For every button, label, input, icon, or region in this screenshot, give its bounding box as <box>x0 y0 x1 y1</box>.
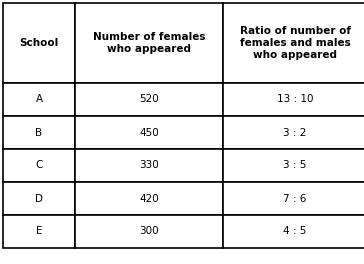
Text: 7 : 6: 7 : 6 <box>283 194 307 204</box>
Bar <box>3 3 75 83</box>
Text: E: E <box>36 227 42 237</box>
Text: D: D <box>35 194 43 204</box>
Bar <box>3 83 75 116</box>
Bar <box>75 116 223 149</box>
Text: C: C <box>35 161 43 171</box>
Text: Ratio of number of
females and males
who appeared: Ratio of number of females and males who… <box>240 26 351 60</box>
Bar <box>75 83 223 116</box>
Bar <box>3 149 75 182</box>
Text: A: A <box>35 95 43 105</box>
Bar <box>75 3 223 83</box>
Bar <box>223 3 364 83</box>
Text: B: B <box>35 128 43 138</box>
Text: 13 : 10: 13 : 10 <box>277 95 313 105</box>
Text: 450: 450 <box>139 128 159 138</box>
Bar <box>223 215 364 248</box>
Text: 4 : 5: 4 : 5 <box>283 227 307 237</box>
Bar <box>3 182 75 215</box>
Text: Number of females
who appeared: Number of females who appeared <box>93 32 205 54</box>
Text: 300: 300 <box>139 227 159 237</box>
Text: 3 : 2: 3 : 2 <box>283 128 307 138</box>
Text: 520: 520 <box>139 95 159 105</box>
Bar <box>75 215 223 248</box>
Bar <box>223 149 364 182</box>
Text: 3 : 5: 3 : 5 <box>283 161 307 171</box>
Bar <box>3 116 75 149</box>
Bar <box>75 182 223 215</box>
Text: 330: 330 <box>139 161 159 171</box>
Bar <box>223 83 364 116</box>
Text: School: School <box>19 38 59 48</box>
Bar <box>75 149 223 182</box>
Bar <box>223 116 364 149</box>
Bar <box>3 215 75 248</box>
Bar <box>223 182 364 215</box>
Text: 420: 420 <box>139 194 159 204</box>
